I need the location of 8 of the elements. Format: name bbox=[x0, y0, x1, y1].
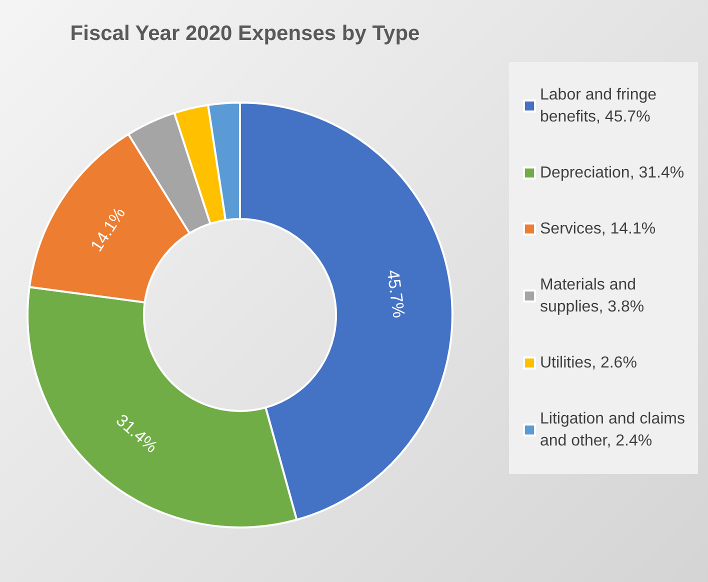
legend-label: Materials and supplies, 3.8% bbox=[540, 276, 644, 316]
legend-label: Utilities, 2.6% bbox=[540, 354, 637, 372]
legend-label: Labor and fringe benefits, 45.7% bbox=[540, 86, 661, 126]
legend-label: Depreciation, 31.4% bbox=[540, 164, 684, 182]
data-label: 45.7% bbox=[383, 268, 408, 319]
legend-label: Services, 14.1% bbox=[540, 220, 656, 238]
legend-label: Litigation and claims and other, 2.4% bbox=[540, 410, 690, 450]
chart-title: Fiscal Year 2020 Expenses by Type bbox=[70, 22, 420, 45]
